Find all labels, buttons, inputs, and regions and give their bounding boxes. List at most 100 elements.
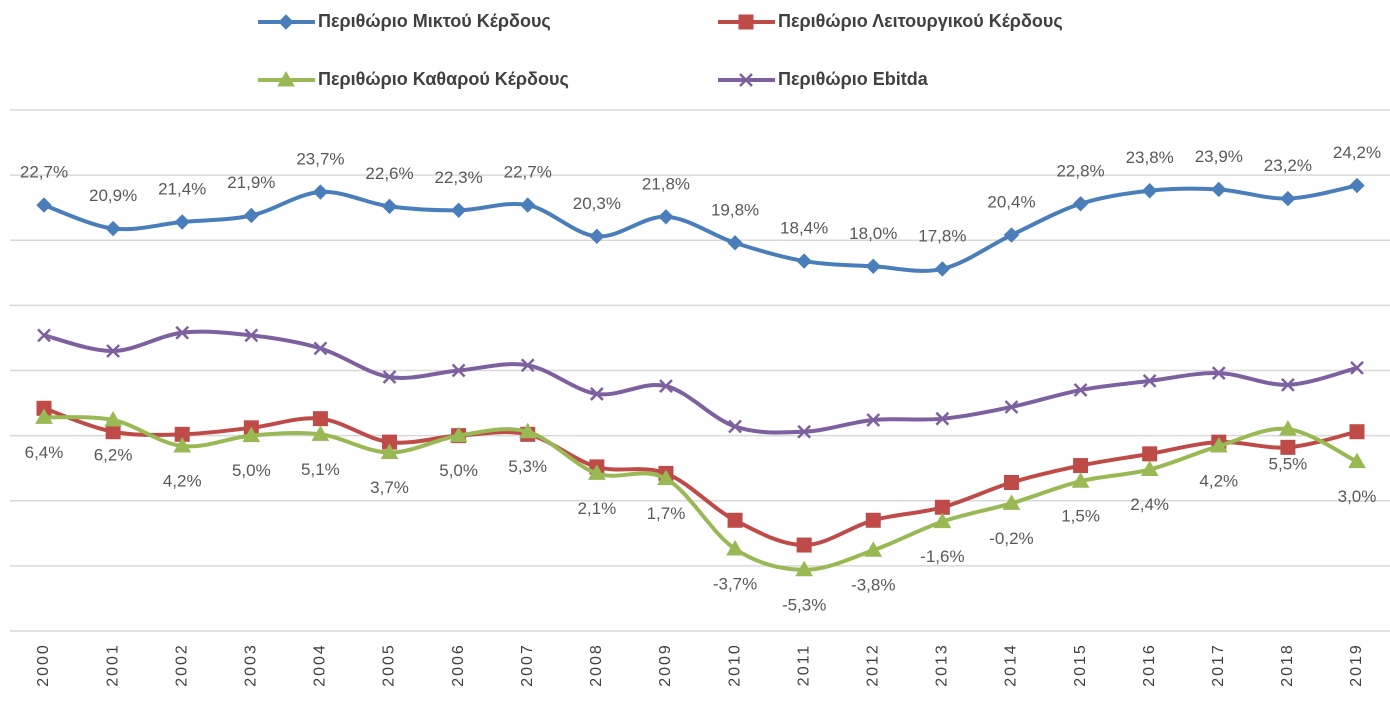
data-label: 21,8% xyxy=(642,174,690,193)
marker xyxy=(518,422,537,439)
marker xyxy=(1211,181,1227,198)
data-label: 4,2% xyxy=(1199,472,1238,491)
x-tick-label: 2002 xyxy=(173,643,190,687)
marker xyxy=(865,512,881,528)
marker xyxy=(451,363,466,378)
x-tick-label: 2013 xyxy=(934,643,951,687)
marker xyxy=(37,328,51,343)
data-label: -3,7% xyxy=(713,574,757,593)
marker xyxy=(242,426,261,443)
data-label: 17,8% xyxy=(918,226,966,245)
marker xyxy=(36,197,52,213)
series-line xyxy=(43,183,1358,273)
data-label: 6,4% xyxy=(25,443,64,462)
x-tick-label: 2009 xyxy=(657,643,674,687)
data-label: 2,1% xyxy=(577,499,616,518)
data-label: -1,6% xyxy=(920,547,964,566)
marker xyxy=(1004,400,1019,414)
data-label: 23,8% xyxy=(1126,148,1174,167)
marker xyxy=(934,499,950,515)
marker xyxy=(1072,196,1089,212)
marker xyxy=(1279,420,1297,436)
x-tick-label: 2003 xyxy=(243,643,260,687)
marker xyxy=(864,541,883,557)
marker xyxy=(739,73,753,87)
data-label: 3,0% xyxy=(1338,487,1377,506)
data-label: -3,8% xyxy=(851,576,895,595)
marker xyxy=(1349,177,1365,194)
x-tick-label: 2001 xyxy=(104,643,121,687)
marker xyxy=(312,184,329,200)
x-tick-label: 2016 xyxy=(1141,643,1158,687)
marker xyxy=(589,228,605,245)
data-label: 18,0% xyxy=(849,224,897,243)
marker xyxy=(175,325,190,340)
legend-label: Περιθώριο Ebitda xyxy=(778,69,929,89)
data-label: 21,4% xyxy=(158,179,206,198)
data-label: 2,4% xyxy=(1130,495,1169,514)
marker xyxy=(589,387,604,401)
marker xyxy=(313,341,328,356)
series xyxy=(37,325,1364,439)
marker xyxy=(174,214,190,230)
marker xyxy=(520,197,536,213)
data-label: 6,2% xyxy=(94,445,133,464)
x-tick-label: 2006 xyxy=(450,643,467,687)
marker xyxy=(1141,183,1158,199)
data-label: 20,4% xyxy=(987,193,1035,212)
marker xyxy=(1002,494,1021,510)
marker xyxy=(1209,437,1228,453)
marker xyxy=(933,512,952,529)
marker xyxy=(795,560,814,577)
data-label: 1,7% xyxy=(647,504,686,523)
marker xyxy=(1211,366,1226,380)
data-label: 23,9% xyxy=(1195,147,1243,166)
data-label: 22,8% xyxy=(1056,161,1104,180)
legend-label: Περιθώριο Λειτουργικού Κέρδους xyxy=(778,11,1063,31)
x-tick-label: 2000 xyxy=(35,643,52,687)
marker xyxy=(727,235,743,251)
x-tick-label: 2005 xyxy=(381,643,398,687)
marker xyxy=(1350,361,1364,375)
data-label: 5,0% xyxy=(439,461,478,480)
data-label: -0,2% xyxy=(989,529,1033,548)
data-label: 19,8% xyxy=(711,200,759,219)
marker xyxy=(312,411,328,427)
marker xyxy=(728,419,742,434)
data-label: 5,1% xyxy=(301,460,340,479)
data-label: 22,3% xyxy=(435,168,483,187)
data-label: 20,3% xyxy=(573,194,621,213)
marker xyxy=(278,14,294,30)
data-label: 22,7% xyxy=(20,163,68,182)
marker xyxy=(738,14,754,30)
marker xyxy=(587,464,606,480)
marker xyxy=(1003,227,1020,243)
data-label: 3,7% xyxy=(370,478,409,497)
data-label: 22,7% xyxy=(504,163,552,182)
marker xyxy=(797,424,812,439)
marker xyxy=(727,512,743,528)
x-tick-label: 2019 xyxy=(1348,643,1365,687)
series-line xyxy=(43,329,1358,435)
legend-label: Περιθώριο Μικτού Κέρδους xyxy=(318,11,551,31)
marker xyxy=(243,207,260,224)
data-label: -5,3% xyxy=(782,595,826,614)
data-label: 22,6% xyxy=(365,164,413,183)
series-line xyxy=(43,406,1358,548)
data-label: 5,0% xyxy=(232,461,271,480)
marker xyxy=(1349,424,1365,440)
marker xyxy=(658,209,674,225)
series-line xyxy=(43,415,1358,572)
marker xyxy=(1073,383,1088,397)
marker xyxy=(277,70,295,87)
x-tick-label: 2008 xyxy=(588,643,605,687)
marker xyxy=(934,261,951,277)
marker xyxy=(35,408,53,424)
marker xyxy=(104,410,122,427)
marker xyxy=(520,358,535,373)
marker xyxy=(311,425,330,441)
data-label: 20,9% xyxy=(89,186,137,205)
marker xyxy=(657,469,675,486)
data-label: 23,7% xyxy=(296,150,344,169)
marker xyxy=(105,424,121,440)
